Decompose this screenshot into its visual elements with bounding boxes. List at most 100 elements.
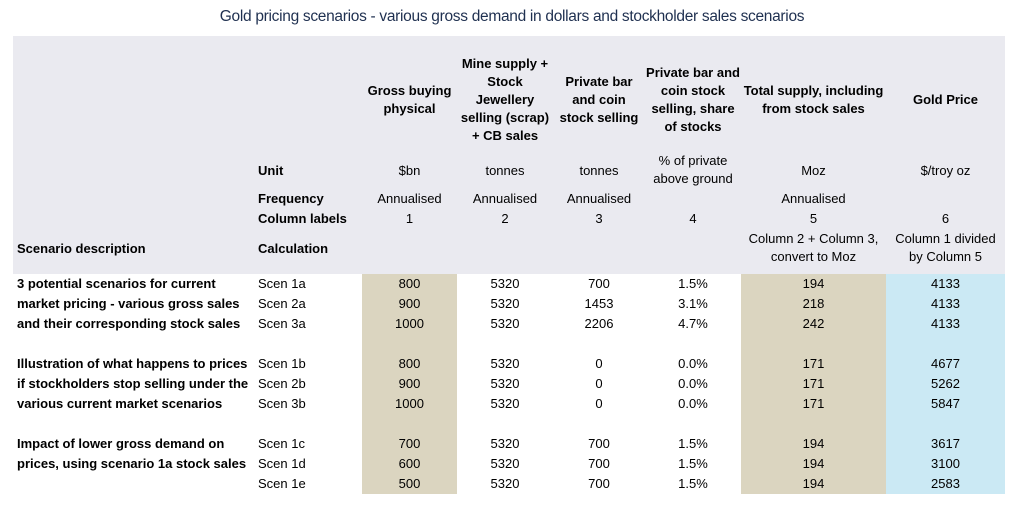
scenario-description: Impact of lower gross demand on (17, 436, 225, 451)
cell-share-of-stocks: 3.1% (678, 296, 708, 311)
cell-mine-supply: 5320 (490, 436, 520, 451)
frequency-row-label: Frequency (258, 190, 324, 206)
cell-gold-price: 4133 (886, 274, 1005, 294)
column-header-share-of-stocks: Private bar and coin stock selling, shar… (646, 65, 740, 134)
unit-private-bar-selling: tonnes (579, 162, 619, 178)
column-number-4: 4 (689, 210, 697, 226)
cell-private-bar-selling: 700 (588, 276, 610, 291)
column-labels-row: Column labels 1 2 3 4 5 6 (13, 208, 1005, 228)
column-header-gold-price: Gold Price (912, 92, 979, 108)
unit-share-of-stocks: % of private above ground (653, 153, 733, 186)
table-row: and their corresponding stock sales Scen… (13, 314, 1005, 334)
cell-total-supply: 171 (741, 354, 886, 374)
table-row (13, 334, 1005, 354)
cell-private-bar-selling: 0 (595, 396, 603, 411)
page-title: Gold pricing scenarios - various gross d… (219, 8, 805, 25)
cell-private-bar-selling: 700 (588, 436, 610, 451)
cell-gross-buying: 700 (362, 434, 457, 454)
cell-private-bar-selling: 1453 (584, 296, 614, 311)
cell-private-bar-selling: 700 (588, 456, 610, 471)
scenario-label (250, 334, 362, 354)
scenario-label: Scen 3a (258, 316, 306, 331)
cell-total-supply: 218 (741, 294, 886, 314)
cell-share-of-stocks: 0.0% (678, 376, 708, 391)
cell-total-supply: 171 (741, 394, 886, 414)
cell-gross-buying (362, 414, 457, 434)
cell-mine-supply: 5320 (490, 356, 520, 371)
cell-private-bar-selling: 0 (595, 356, 603, 371)
table-row: Impact of lower gross demand on Scen 1c … (13, 434, 1005, 454)
unit-row-label: Unit (258, 162, 284, 178)
cell-mine-supply: 5320 (490, 296, 520, 311)
cell-mine-supply: 5320 (490, 316, 520, 331)
calculation-gold-price-formula: Column 1 divided by Column 5 (895, 231, 996, 264)
cell-gold-price: 4677 (886, 354, 1005, 374)
cell-share-of-stocks (645, 414, 741, 434)
cell-share-of-stocks (645, 334, 741, 354)
calculation-row-label: Calculation (258, 240, 329, 256)
cell-share-of-stocks: 4.7% (678, 316, 708, 331)
cell-gold-price (886, 334, 1005, 354)
cell-gold-price: 4133 (886, 294, 1005, 314)
cell-mine-supply: 5320 (490, 476, 520, 491)
table-body: 3 potential scenarios for current Scen 1… (13, 274, 1005, 494)
scenario-description-header: Scenario description (17, 240, 146, 256)
frequency-total-supply: Annualised (781, 190, 846, 206)
cell-mine-supply: 5320 (490, 376, 520, 391)
cell-total-supply: 194 (741, 274, 886, 294)
cell-share-of-stocks: 0.0% (678, 396, 708, 411)
calculation-total-supply-formula: Column 2 + Column 3, convert to Moz (748, 231, 879, 264)
scenario-label (250, 414, 362, 434)
scenario-label: Scen 3b (258, 396, 306, 411)
calculation-row: Scenario description Calculation Column … (13, 228, 1005, 268)
table-row: if stockholders stop selling under the S… (13, 374, 1005, 394)
scenario-label: Scen 1c (258, 436, 305, 451)
cell-gross-buying: 500 (362, 474, 457, 494)
column-header-total-supply: Total supply, including from stock sales (743, 83, 884, 116)
column-number-3: 3 (595, 210, 603, 226)
cell-total-supply: 171 (741, 374, 886, 394)
scenario-description (13, 414, 250, 434)
table-row: 3 potential scenarios for current Scen 1… (13, 274, 1005, 294)
scenario-description: market pricing - various gross sales (17, 296, 240, 311)
cell-share-of-stocks: 1.5% (678, 436, 708, 451)
cell-gross-buying: 900 (362, 374, 457, 394)
table-row: prices, using scenario 1a stock sales Sc… (13, 454, 1005, 474)
table-row: Illustration of what happens to prices S… (13, 354, 1005, 374)
cell-gold-price: 2583 (886, 474, 1005, 494)
scenario-description: Illustration of what happens to prices (17, 356, 248, 371)
cell-gold-price: 4133 (886, 314, 1005, 334)
column-header-mine-supply: Mine supply + Stock Jewellery selling (s… (460, 56, 550, 143)
scenario-description: and their corresponding stock sales (17, 316, 241, 331)
cell-mine-supply: 5320 (490, 396, 520, 411)
cell-share-of-stocks: 0.0% (678, 356, 708, 371)
pricing-scenarios-table: Gross buying physical Mine supply + Stoc… (13, 36, 1005, 494)
cell-gold-price: 5847 (886, 394, 1005, 414)
cell-share-of-stocks: 1.5% (678, 456, 708, 471)
table-header: Gross buying physical Mine supply + Stoc… (13, 36, 1005, 274)
table-row: market pricing - various gross sales Sce… (13, 294, 1005, 314)
scenario-description (13, 474, 250, 494)
cell-private-bar-selling: 2206 (584, 316, 614, 331)
cell-gross-buying: 800 (362, 274, 457, 294)
cell-mine-supply: 5320 (490, 276, 520, 291)
column-labels-row-label: Column labels (258, 210, 347, 226)
cell-gross-buying (362, 334, 457, 354)
cell-gross-buying: 1000 (362, 394, 457, 414)
cell-mine-supply (457, 414, 553, 434)
unit-gross-buying: $bn (398, 162, 421, 178)
frequency-gross-buying: Annualised (377, 190, 442, 206)
scenario-label: Scen 2b (258, 376, 306, 391)
scenario-label: Scen 2a (258, 296, 306, 311)
cell-total-supply: 194 (741, 454, 886, 474)
scenario-description: prices, using scenario 1a stock sales (17, 456, 247, 471)
scenario-label: Scen 1a (258, 276, 306, 291)
cell-gross-buying: 900 (362, 294, 457, 314)
cell-gross-buying: 1000 (362, 314, 457, 334)
cell-total-supply (741, 334, 886, 354)
unit-mine-supply: tonnes (485, 162, 525, 178)
cell-share-of-stocks: 1.5% (678, 276, 708, 291)
scenario-label: Scen 1b (258, 356, 306, 371)
column-number-1: 1 (405, 210, 414, 226)
